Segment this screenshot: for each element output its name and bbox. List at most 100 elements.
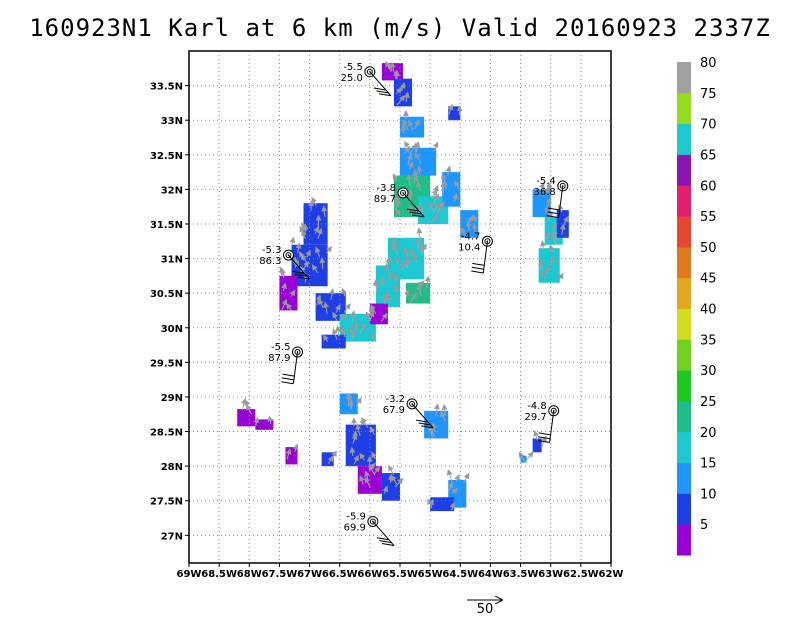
wind-vector (396, 208, 402, 216)
wind-vector (351, 433, 358, 444)
wind-vector (447, 481, 454, 492)
wind-patch (538, 248, 560, 283)
wind-vector (454, 473, 461, 483)
colorbar-label: 75 (700, 87, 717, 102)
wind-vector (253, 416, 260, 427)
x-tick-label: 65W (418, 569, 443, 580)
wind-barb-feather (547, 211, 560, 215)
colorbar-label: 40 (700, 303, 717, 318)
map-grid (189, 51, 611, 563)
wind-vector (539, 240, 546, 251)
map-title: 160923N1 Karl at 6 km (m/s) Valid 201609… (29, 14, 771, 42)
dropsonde: -5.386.3 (259, 245, 310, 280)
colorbar-label: 60 (700, 179, 717, 194)
wind-vector (433, 403, 440, 416)
y-tick-label: 27.5N (150, 497, 183, 508)
wind-vector (449, 501, 456, 511)
wind-vector (394, 256, 401, 265)
wind-vector (301, 261, 310, 271)
wind-vector (385, 60, 392, 72)
wind-vector (323, 334, 329, 343)
wind-barb-feather (537, 440, 550, 444)
wind-vector (369, 426, 376, 435)
wind-patch (532, 438, 542, 453)
y-tick-label: 32N (161, 185, 183, 196)
wind-vector (370, 304, 377, 314)
wind-vector (379, 276, 386, 286)
colorbar-label: 70 (700, 118, 717, 133)
wind-patch (255, 419, 274, 430)
wind-vector (341, 287, 347, 297)
wind-patch (430, 497, 455, 512)
x-tick-label: 69W (177, 569, 202, 580)
x-tick-label: 65.5W (382, 569, 418, 580)
wind-vector (416, 181, 422, 191)
sonde-top-value: -5.4 (536, 176, 556, 187)
wind-vector (395, 87, 402, 95)
wind-barb-feather (292, 270, 305, 274)
wind-vector (373, 466, 381, 475)
colorbar-label: 55 (700, 210, 717, 225)
wind-vector (334, 304, 341, 313)
x-tick-label: 66W (357, 569, 382, 580)
wind-vector (301, 229, 307, 239)
y-tick-label: 27N (161, 531, 183, 542)
sonde-top-value: -3.8 (376, 183, 396, 194)
wind-vector (332, 328, 338, 340)
wind-patch (321, 452, 334, 467)
colorbar-label: 25 (700, 395, 717, 410)
colorbar-segment (677, 123, 691, 155)
wind-vector (424, 275, 431, 289)
wind-vector (315, 294, 322, 306)
dropsonde-markers: -5.525.0-5.436.8-3.889.7-4.710.4-5.386.3… (259, 62, 569, 547)
wind-vector (406, 153, 413, 165)
wind-vector (359, 418, 366, 426)
sonde-bottom-value: 67.9 (383, 405, 405, 416)
wind-vector (414, 141, 421, 152)
wind-vector (557, 272, 564, 281)
wind-barb-feather (471, 270, 484, 274)
colorbar-segment (677, 62, 691, 94)
wind-barb-feather (421, 425, 434, 429)
wind-vector (341, 326, 347, 338)
wind-vector (313, 226, 319, 235)
sonde-circle-inner (366, 68, 373, 75)
y-tick-label: 31N (161, 255, 183, 266)
wind-vector (558, 204, 564, 213)
wind-vector (295, 242, 302, 254)
wind-vector (407, 161, 414, 170)
wind-patch (448, 106, 461, 121)
y-tick-label: 33.5N (150, 82, 183, 93)
wind-barb-feather (546, 215, 559, 219)
sonde-bottom-value: 10.4 (458, 242, 480, 253)
wind-vector (465, 220, 472, 231)
wind-vector (539, 182, 545, 194)
sonde-top-value: -4.8 (527, 401, 547, 412)
colorbar-label: 15 (700, 457, 717, 472)
sonde-bottom-value: 86.3 (259, 256, 281, 267)
wind-vector (327, 455, 334, 464)
wind-barb-staff (558, 185, 564, 218)
wind-vector (390, 474, 398, 485)
wind-vector (323, 301, 329, 315)
wind-barb-feather (376, 90, 389, 94)
wind-vector (414, 118, 420, 130)
dropsonde: -5.436.8 (534, 176, 569, 219)
wind-patch (393, 78, 413, 107)
wind-barb-feather (538, 432, 551, 436)
wind-vector (419, 204, 425, 212)
sonde-bottom-value: 29.7 (524, 412, 546, 423)
colorbar-label: 65 (700, 148, 717, 163)
wind-vector (349, 446, 356, 456)
colorbar-segment (677, 185, 691, 217)
y-tick-label: 29N (161, 393, 183, 404)
wind-barb-staff (402, 192, 425, 218)
wind-vector (353, 320, 360, 330)
sonde-bottom-value: 69.9 (344, 522, 366, 533)
wind-barb-feather (281, 381, 294, 385)
wind-vector (415, 237, 422, 249)
colorbar-label: 45 (700, 272, 717, 287)
wind-vector (406, 173, 413, 187)
wind-vector (289, 236, 296, 246)
